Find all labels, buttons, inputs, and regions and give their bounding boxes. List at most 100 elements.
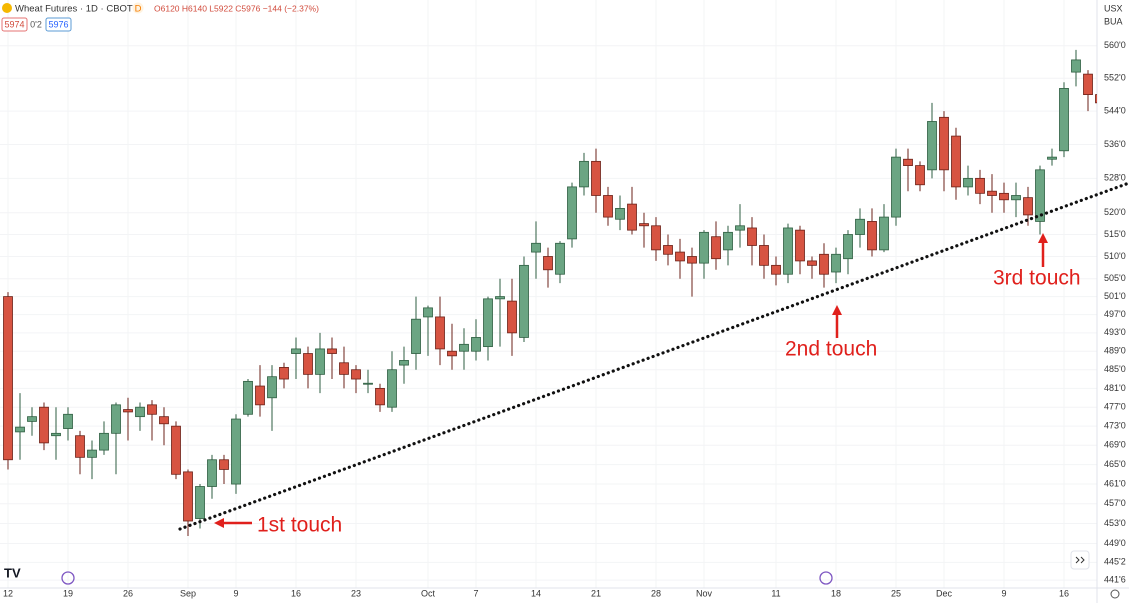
- candle-body: [579, 160, 589, 188]
- candle-body: [1035, 169, 1045, 222]
- settings-icon[interactable]: [1110, 589, 1120, 599]
- candle-body: [1095, 94, 1097, 104]
- candle-body: [219, 459, 229, 470]
- candle-body: [963, 177, 973, 188]
- y-tick-label: 515'0: [1104, 229, 1126, 239]
- ask-box[interactable]: [45, 17, 72, 32]
- bid-box[interactable]: [1, 17, 28, 32]
- candle-body: [159, 416, 169, 425]
- y-tick-label: 536'0: [1104, 139, 1126, 149]
- candle-body: [495, 296, 505, 300]
- candle-body: [507, 300, 517, 334]
- candle-body: [783, 227, 793, 275]
- candle-body: [3, 296, 13, 461]
- candle-body: [855, 218, 865, 235]
- logo[interactable]: TV: [4, 565, 21, 580]
- candle-body: [771, 264, 781, 275]
- candle-body: [471, 337, 481, 352]
- y-tick-label: 489'0: [1104, 346, 1126, 356]
- x-tick-label: 14: [531, 588, 541, 598]
- x-tick-label: 12: [3, 588, 13, 598]
- y-tick-label: 485'0: [1104, 364, 1126, 374]
- candle-body: [339, 362, 349, 375]
- candle-body: [387, 369, 397, 408]
- candle-body: [699, 231, 709, 264]
- x-tick-label: Oct: [421, 588, 436, 598]
- candle-body: [567, 186, 577, 240]
- candle-body: [939, 116, 949, 171]
- y-tick-label: 473'0: [1104, 421, 1126, 431]
- candle-body: [987, 190, 997, 196]
- x-tick-label: 18: [831, 588, 841, 598]
- candle-body: [903, 158, 913, 166]
- x-tick-label: Nov: [696, 588, 713, 598]
- candle-body: [147, 404, 157, 415]
- candle-body: [171, 425, 181, 475]
- candles: [3, 49, 1097, 536]
- x-tick-label: 9: [1001, 588, 1006, 598]
- candle-body: [363, 382, 373, 385]
- candle-body: [327, 348, 337, 354]
- y-tick-label: 477'0: [1104, 402, 1126, 412]
- candle-body: [531, 242, 541, 253]
- y-tick-label: 520'0: [1104, 207, 1126, 217]
- candle-body: [15, 426, 25, 433]
- candle-body: [999, 192, 1009, 201]
- candle-body: [759, 245, 769, 266]
- candle-body: [867, 221, 877, 251]
- x-tick-label: 11: [771, 588, 780, 598]
- badge-bg: [132, 2, 144, 14]
- y-tick-label: 481'0: [1104, 383, 1126, 393]
- candle-body: [591, 160, 601, 196]
- arrow-head: [214, 518, 224, 528]
- y-tick-label: 510'0: [1104, 251, 1126, 261]
- event-icon[interactable]: [819, 571, 833, 585]
- event-icon[interactable]: [61, 571, 75, 585]
- y-tick-label: 560'0: [1104, 40, 1126, 50]
- candle-body: [951, 135, 961, 188]
- y-tick-label: 501'0: [1104, 291, 1126, 301]
- y-tick-label: 544'0: [1104, 105, 1126, 115]
- candle-body: [351, 369, 361, 380]
- candle-body: [663, 245, 673, 255]
- scroll-button[interactable]: [1070, 550, 1090, 570]
- y-tick-label: 465'0: [1104, 459, 1126, 469]
- y-tick-label: 441'6: [1104, 575, 1126, 585]
- candle-body: [27, 416, 37, 422]
- candle-body: [423, 307, 433, 318]
- candle-body: [51, 432, 61, 437]
- candle-body: [315, 348, 325, 375]
- x-tick-label: 21: [591, 588, 601, 598]
- ask: 5976: [48, 19, 68, 29]
- symbol-icon: [2, 3, 12, 13]
- candle-body: [279, 367, 289, 380]
- candle-body: [459, 343, 469, 352]
- candle-body: [243, 380, 253, 415]
- candle-body: [615, 208, 625, 220]
- candle-body: [399, 360, 409, 366]
- y-tick-label: 449'0: [1104, 538, 1126, 548]
- candle-body: [435, 316, 445, 350]
- candle-body: [675, 251, 685, 262]
- candle-body: [1047, 156, 1057, 160]
- candle-body: [723, 231, 733, 251]
- candle-body: [1083, 73, 1093, 95]
- y-tick-label: 505'0: [1104, 273, 1126, 283]
- interval-badge: D: [135, 4, 142, 15]
- candle-body: [483, 298, 493, 348]
- candle-body: [123, 409, 133, 413]
- y-tick-label: 453'0: [1104, 518, 1126, 528]
- candle-body: [303, 353, 313, 375]
- y-tick-label: 445'2: [1104, 557, 1126, 567]
- unit: BUA: [1104, 16, 1123, 26]
- candle-body: [687, 256, 697, 264]
- x-tick-label: 16: [291, 588, 301, 598]
- candle-body: [375, 387, 385, 406]
- candle-body: [831, 253, 841, 273]
- candle-body: [231, 418, 241, 485]
- candle-body: [879, 216, 889, 251]
- candle-body: [747, 227, 757, 246]
- bid: 5974: [4, 19, 24, 29]
- candle-body: [651, 225, 661, 251]
